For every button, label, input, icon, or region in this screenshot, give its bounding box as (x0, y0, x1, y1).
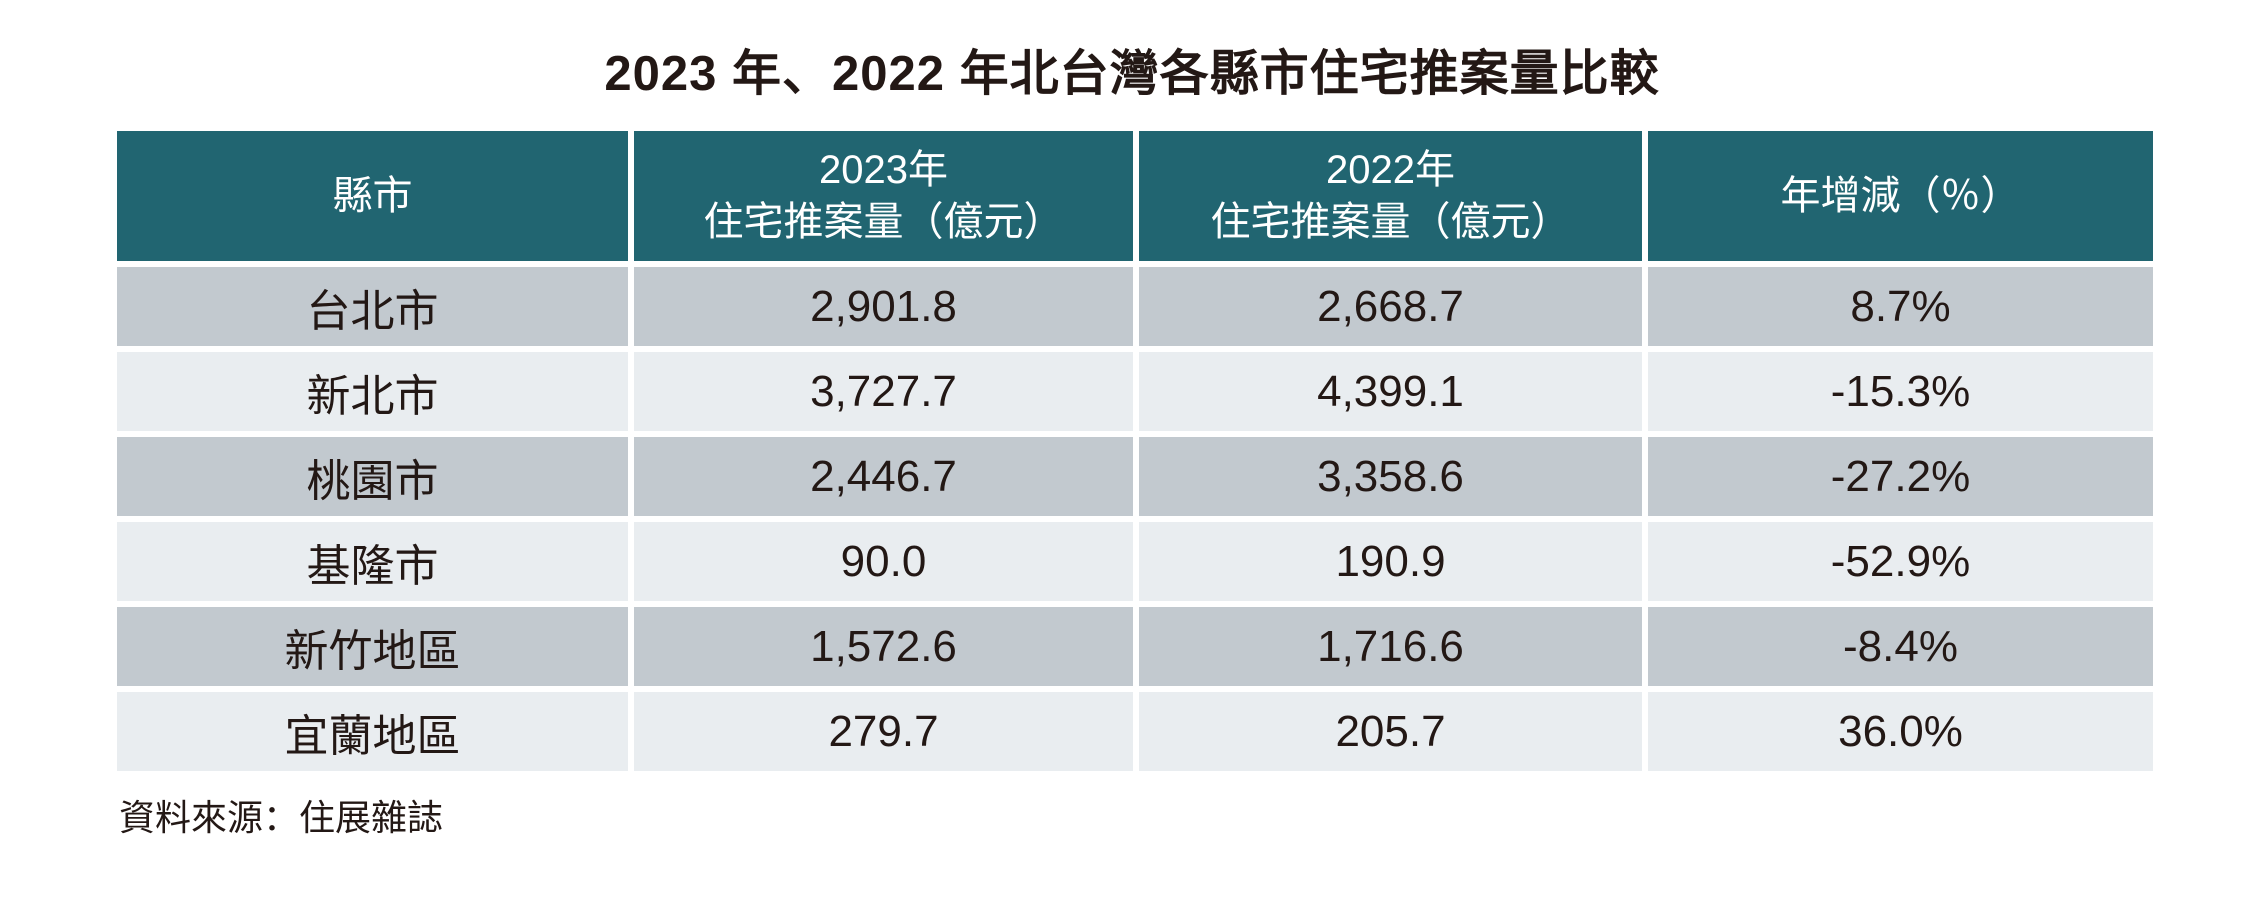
cell-2023-value: 3,727.7 (634, 352, 1133, 431)
cell-yoy-value: -15.3% (1648, 352, 2153, 431)
column-header-2023: 2023年 住宅推案量（億元） (634, 131, 1133, 261)
column-header-county: 縣市 (117, 131, 628, 261)
comparison-table: 縣市 2023年 住宅推案量（億元） 2022年 住宅推案量（億元） 年增減（％… (117, 131, 2153, 771)
cell-yoy-value: 8.7% (1648, 267, 2153, 346)
cell-county: 宜蘭地區 (117, 692, 628, 771)
cell-2022-value: 190.9 (1139, 522, 1642, 601)
cell-2022-value: 2,668.7 (1139, 267, 1642, 346)
column-header-line2: 住宅推案量（億元） (703, 200, 1064, 244)
cell-yoy-value: -52.9% (1648, 522, 2153, 601)
source-note: 資料來源：住展雜誌 (119, 797, 444, 838)
column-header-yoy: 年增減（％） (1648, 131, 2153, 261)
cell-2022-value: 4,399.1 (1139, 352, 1642, 431)
column-header-label: 縣市 (332, 174, 413, 218)
cell-yoy-value: -27.2% (1648, 437, 2153, 516)
cell-2023-value: 2,446.7 (634, 437, 1133, 516)
cell-county: 新北市 (117, 352, 628, 431)
cell-county: 台北市 (117, 267, 628, 346)
cell-county: 桃園市 (117, 437, 628, 516)
column-header-line2: 住宅推案量（億元） (1210, 200, 1571, 244)
cell-yoy-value: 36.0% (1648, 692, 2153, 771)
cell-2022-value: 1,716.6 (1139, 607, 1642, 686)
cell-county: 新竹地區 (117, 607, 628, 686)
cell-2022-value: 3,358.6 (1139, 437, 1642, 516)
cell-2023-value: 279.7 (634, 692, 1133, 771)
cell-2022-value: 205.7 (1139, 692, 1642, 771)
column-header-line1: 2023年 (819, 148, 948, 192)
page-title: 2023 年、2022 年北台灣各縣市住宅推案量比較 (604, 47, 1660, 101)
cell-2023-value: 1,572.6 (634, 607, 1133, 686)
column-header-label: 年增減（％） (1780, 174, 2021, 218)
column-header-2022: 2022年 住宅推案量（億元） (1139, 131, 1642, 261)
cell-2023-value: 90.0 (634, 522, 1133, 601)
cell-2023-value: 2,901.8 (634, 267, 1133, 346)
cell-county: 基隆市 (117, 522, 628, 601)
column-header-line1: 2022年 (1326, 148, 1455, 192)
cell-yoy-value: -8.4% (1648, 607, 2153, 686)
